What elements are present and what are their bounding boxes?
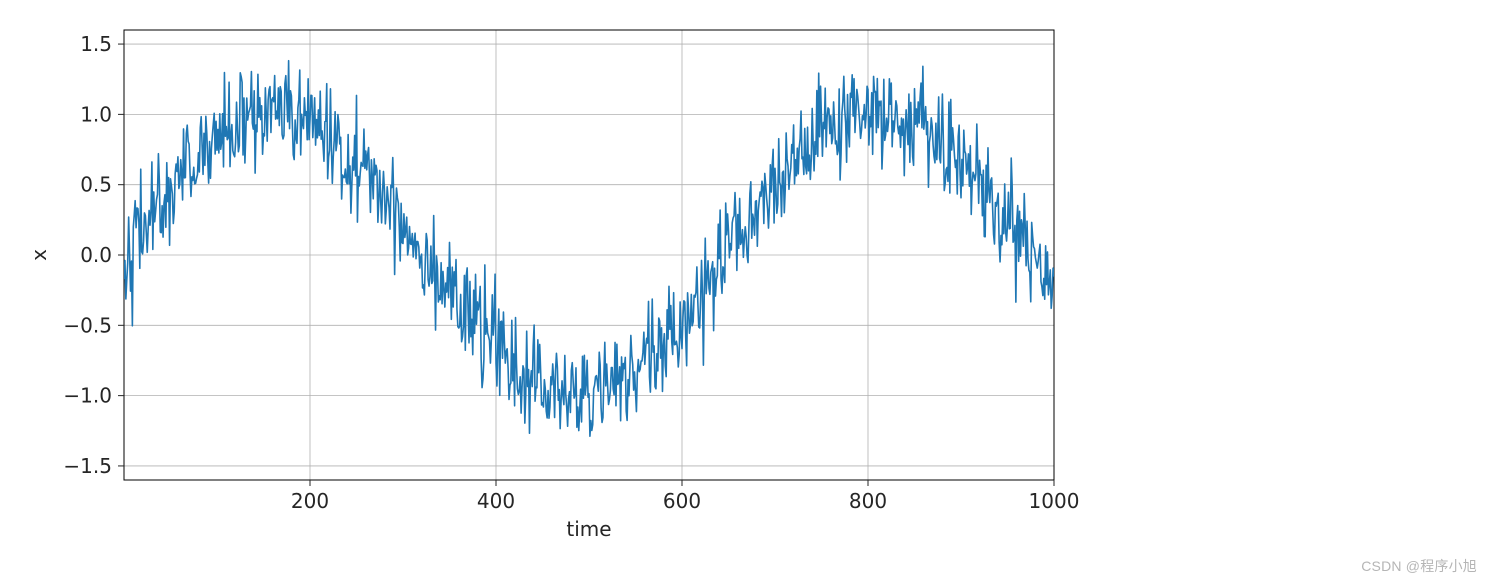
x-tick-label: 1000 bbox=[1029, 489, 1080, 513]
y-axis-label: x bbox=[27, 249, 51, 261]
y-tick-label: −1.5 bbox=[63, 454, 112, 478]
x-tick-label: 600 bbox=[663, 489, 701, 513]
y-tick-label: 1.0 bbox=[80, 102, 112, 126]
x-tick-label: 200 bbox=[291, 489, 329, 513]
x-tick-label: 400 bbox=[477, 489, 515, 513]
y-tick-label: 0.5 bbox=[80, 173, 112, 197]
x-axis-label: time bbox=[566, 517, 611, 541]
x-tick-label: 800 bbox=[849, 489, 887, 513]
y-tick-label: 0.0 bbox=[80, 243, 112, 267]
y-tick-label: 1.5 bbox=[80, 32, 112, 56]
y-tick-label: −0.5 bbox=[63, 313, 112, 337]
line-chart: 200 400 600 800 1000 −1.5 −1.0 −0.5 0.0 0.5 1.0 1.5… bbox=[0, 0, 1489, 582]
watermark-text: CSDN @程序小旭 bbox=[1361, 556, 1477, 576]
chart-container: 200 400 600 800 1000 −1.5 −1.0 −0.5 0.0 0.5 1.0 1.5… bbox=[0, 0, 1489, 582]
y-tick-label: −1.0 bbox=[63, 384, 112, 408]
